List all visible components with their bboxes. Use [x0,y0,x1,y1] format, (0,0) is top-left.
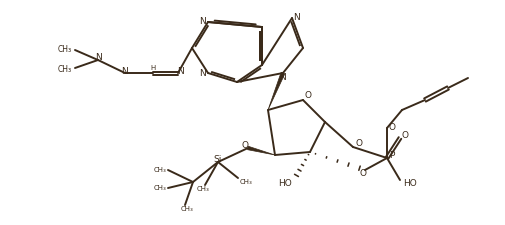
Text: HO: HO [278,178,292,187]
Polygon shape [268,72,285,110]
Text: HO: HO [403,178,417,187]
Text: O: O [360,169,367,178]
Text: CH₃: CH₃ [58,45,72,54]
Text: O: O [356,140,363,148]
Text: CH₃: CH₃ [181,206,193,212]
Text: O: O [401,131,409,140]
Text: H: H [150,65,156,71]
Text: N: N [293,13,300,22]
Text: O: O [388,122,395,131]
Text: N: N [94,54,102,63]
Text: CH₃: CH₃ [153,185,166,191]
Text: CH₃: CH₃ [58,65,72,74]
Text: Si: Si [214,155,222,164]
Text: CH₃: CH₃ [153,167,166,173]
Text: CH₃: CH₃ [196,186,210,192]
Text: CH₃: CH₃ [240,179,252,185]
Text: N: N [199,70,207,79]
Text: N: N [177,67,183,76]
Text: O: O [241,140,248,149]
Text: N: N [280,74,286,83]
Text: N: N [199,16,207,25]
Text: O: O [305,90,312,99]
Text: N: N [122,67,128,76]
Polygon shape [247,146,275,155]
Text: P: P [389,151,395,160]
